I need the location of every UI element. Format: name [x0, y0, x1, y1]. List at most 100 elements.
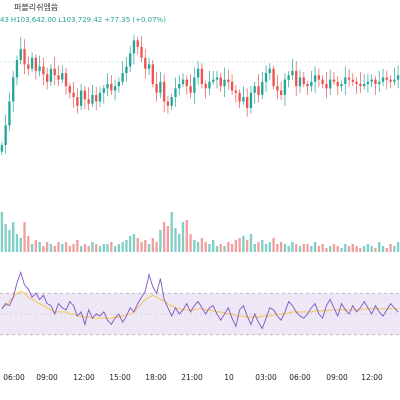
volume-bar: [374, 248, 377, 252]
volume-bar: [212, 240, 215, 252]
candle: [340, 80, 343, 92]
volume-bar: [42, 246, 45, 252]
candle: [166, 96, 170, 114]
volume-bar: [166, 226, 170, 252]
time-tick-label: 09:00: [36, 373, 58, 382]
top-bar: 퍼블리쉬엠씀: [0, 0, 400, 15]
candle: [396, 65, 400, 89]
volume-bar: [355, 246, 358, 252]
volume-bar: [306, 244, 309, 252]
candle: [53, 56, 56, 86]
volume-bar: [332, 244, 336, 252]
candle: [204, 80, 207, 99]
volume-bar: [283, 244, 287, 252]
candle: [181, 73, 185, 88]
candle: [121, 61, 124, 86]
candle: [306, 80, 309, 95]
volume-bar: [83, 244, 87, 252]
candle: [242, 86, 245, 105]
volume-bar: [362, 246, 366, 252]
volume-bar: [234, 240, 238, 252]
volume-bar: [79, 246, 83, 252]
volume-bar: [242, 236, 245, 252]
volume-bar: [76, 240, 79, 252]
volume-bar: [204, 242, 207, 252]
volume-bar: [113, 246, 117, 252]
candle: [49, 64, 53, 87]
candle: [113, 79, 117, 101]
rsi-line: [1, 270, 399, 330]
candle: [261, 72, 264, 100]
volume-bar: [223, 246, 226, 252]
candle: [196, 61, 200, 86]
candle: [27, 56, 30, 76]
volume-bar: [298, 246, 302, 252]
time-tick-label: 18:00: [145, 373, 167, 382]
rsi-chart[interactable]: [0, 258, 400, 370]
candle: [362, 74, 366, 90]
time-axis: 06:00 09:00 12:00 15:00 18:00 21:00 10 03:00 06:…: [0, 370, 400, 386]
volume-bar: [215, 246, 219, 252]
volume-bar: [178, 234, 181, 252]
candle: [374, 76, 377, 95]
volume-bar: [230, 244, 234, 252]
candle: [230, 74, 234, 95]
volume-bar: [170, 212, 173, 252]
candle: [12, 70, 15, 113]
volume-bar: [91, 242, 94, 252]
volume-bar: [287, 246, 290, 252]
volume-bar: [347, 246, 351, 252]
candle: [347, 68, 351, 88]
candle: [366, 74, 370, 93]
volume-bar: [64, 242, 68, 252]
volume-bar: [49, 244, 53, 252]
candle: [332, 72, 336, 86]
volume-bar: [174, 228, 177, 252]
volume-bar: [344, 244, 347, 252]
volume-bar: [196, 242, 200, 252]
time-tick-label: 09:00: [326, 373, 348, 382]
candle: [344, 66, 347, 95]
candle: [79, 84, 83, 111]
price-chart[interactable]: [0, 26, 400, 254]
candle: [351, 73, 354, 87]
rsi-ma-line: [1, 290, 399, 319]
candle: [310, 70, 313, 92]
volume-bar: [38, 242, 41, 252]
low-value: L103,729.42: [58, 16, 103, 24]
volume-bar: [325, 248, 328, 252]
candle: [295, 61, 298, 96]
volume-bar: [219, 244, 222, 252]
candle: [64, 67, 68, 95]
candle: [57, 65, 60, 87]
volume-bar: [181, 222, 185, 252]
volume-bar: [227, 242, 230, 252]
candle: [313, 66, 317, 93]
volume-bar: [200, 238, 204, 252]
candle: [257, 74, 260, 103]
volume-bar: [313, 242, 317, 252]
volume-bar: [46, 242, 49, 252]
candle: [238, 89, 241, 108]
candle: [98, 87, 102, 107]
candle: [144, 49, 147, 79]
volume-bar: [351, 244, 354, 252]
candle: [378, 70, 381, 92]
volume-bar: [340, 248, 343, 252]
time-tick-label: 12:00: [361, 373, 383, 382]
volume-bar: [162, 222, 166, 252]
candle: [140, 36, 143, 63]
volume-bar: [329, 246, 332, 252]
candle: [385, 70, 388, 90]
candle: [42, 57, 45, 86]
volume-bar: [193, 240, 196, 252]
time-tick-label: 06:00: [3, 373, 25, 382]
volume-bar: [61, 244, 64, 252]
candle: [246, 88, 249, 117]
volume-bar: [34, 240, 38, 252]
candle: [30, 52, 34, 72]
volume-bar: [144, 240, 147, 252]
volume-bar: [53, 246, 56, 252]
candle: [193, 67, 196, 104]
volume-bar: [310, 246, 313, 252]
